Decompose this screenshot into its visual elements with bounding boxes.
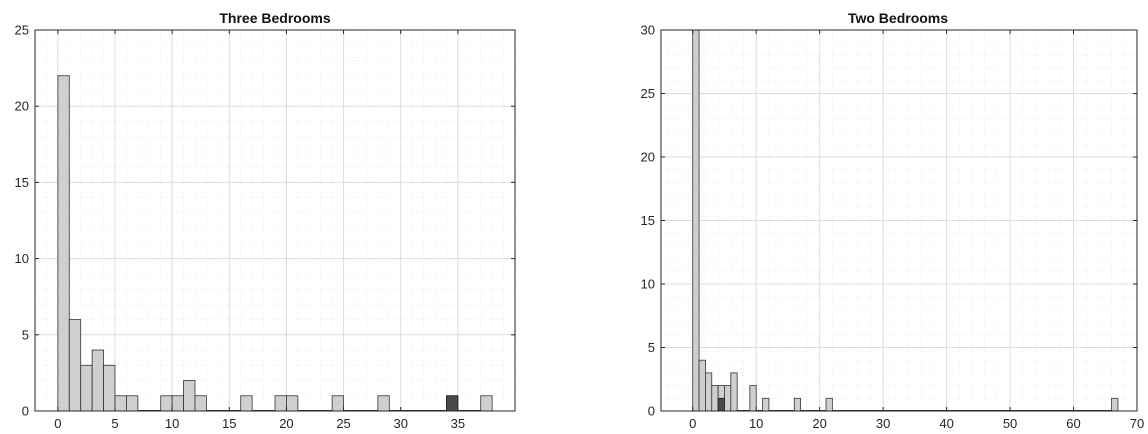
x-tick-label: 20: [812, 416, 826, 431]
y-tick-label: 20: [641, 150, 655, 165]
histogram-bar: [160, 395, 173, 412]
x-tick-label: 30: [393, 416, 407, 431]
x-tick-label: 25: [336, 416, 350, 431]
x-tick-label: 35: [451, 416, 465, 431]
y-tick-label: 30: [641, 23, 655, 38]
x-tick-label: 0: [689, 416, 696, 431]
x-tick-label: 40: [939, 416, 953, 431]
x-tick-label: 70: [1130, 416, 1144, 431]
x-tick-label: 0: [54, 416, 61, 431]
chart-three-bedrooms: 0 5 10 15 20 25 30 35 0 5 10 15 20 25 Three Bedrooms: [15, 10, 516, 431]
x-tick-label: 60: [1066, 416, 1080, 431]
histogram-bar: [762, 397, 770, 412]
x-tick-label: 30: [876, 416, 890, 431]
x-tick-label: 10: [165, 416, 179, 431]
y-tick-label: 5: [22, 327, 29, 342]
histogram-bar: [825, 397, 833, 412]
highlight-bar: [446, 395, 459, 412]
y-tick-label: 5: [648, 340, 655, 355]
axes-box: [34, 29, 516, 412]
ticks: 0 10 20 30 40 50 60 70 0 5 10 15 20 25 30: [641, 23, 1145, 432]
histogram-bar: [331, 395, 344, 412]
histogram-bar: [103, 364, 116, 412]
histogram-bar: [183, 380, 196, 412]
y-tick-label: 0: [648, 404, 655, 419]
y-tick-label: 10: [15, 251, 29, 266]
x-tick-label: 5: [111, 416, 118, 431]
histogram-bar: [286, 395, 299, 412]
histogram-bar: [126, 395, 139, 412]
histogram-bar: [274, 395, 287, 412]
histogram-bar: [80, 364, 93, 412]
histogram-bar: [240, 395, 253, 412]
y-tick-label: 15: [15, 175, 29, 190]
x-tick-label: 10: [749, 416, 763, 431]
histogram-bar: [692, 29, 700, 412]
y-tick-label: 20: [15, 99, 29, 114]
histogram-bar: [1111, 397, 1119, 412]
histogram-bar: [194, 395, 207, 412]
histogram-bar: [68, 319, 82, 412]
highlight-bar: [717, 397, 725, 412]
chart-title: Two Bedrooms: [848, 10, 948, 26]
histogram-bar: [730, 372, 738, 412]
histogram-bar: [480, 395, 493, 412]
ticks: 0 5 10 15 20 25 30 35 0 5 10 15 20 25: [15, 23, 515, 431]
histogram-bar: [749, 385, 757, 412]
y-tick-label: 15: [641, 213, 655, 228]
y-tick-label: 25: [641, 86, 655, 101]
chart-title: Three Bedrooms: [219, 10, 330, 26]
histogram-bar: [724, 385, 732, 412]
histogram-bar: [114, 395, 127, 412]
histogram-bar: [711, 385, 719, 412]
histogram-bar: [793, 397, 802, 412]
x-tick-label: 50: [1003, 416, 1017, 431]
histogram-bar: [377, 395, 390, 412]
histogram-bar: [171, 395, 184, 412]
x-tick-label: 20: [279, 416, 293, 431]
histogram-bar: [57, 75, 70, 412]
y-tick-label: 0: [22, 404, 29, 419]
histogram-bar: [698, 359, 706, 412]
histogram-bar: [705, 372, 713, 412]
histogram-bar: [91, 349, 104, 412]
x-tick-label: 15: [222, 416, 236, 431]
y-tick-label: 25: [15, 23, 29, 38]
y-tick-label: 10: [641, 277, 655, 292]
chart-two-bedrooms: 0 10 20 30 40 50 60 70 0 5 10 15 20 25 30 Two Bedrooms: [641, 10, 1145, 431]
